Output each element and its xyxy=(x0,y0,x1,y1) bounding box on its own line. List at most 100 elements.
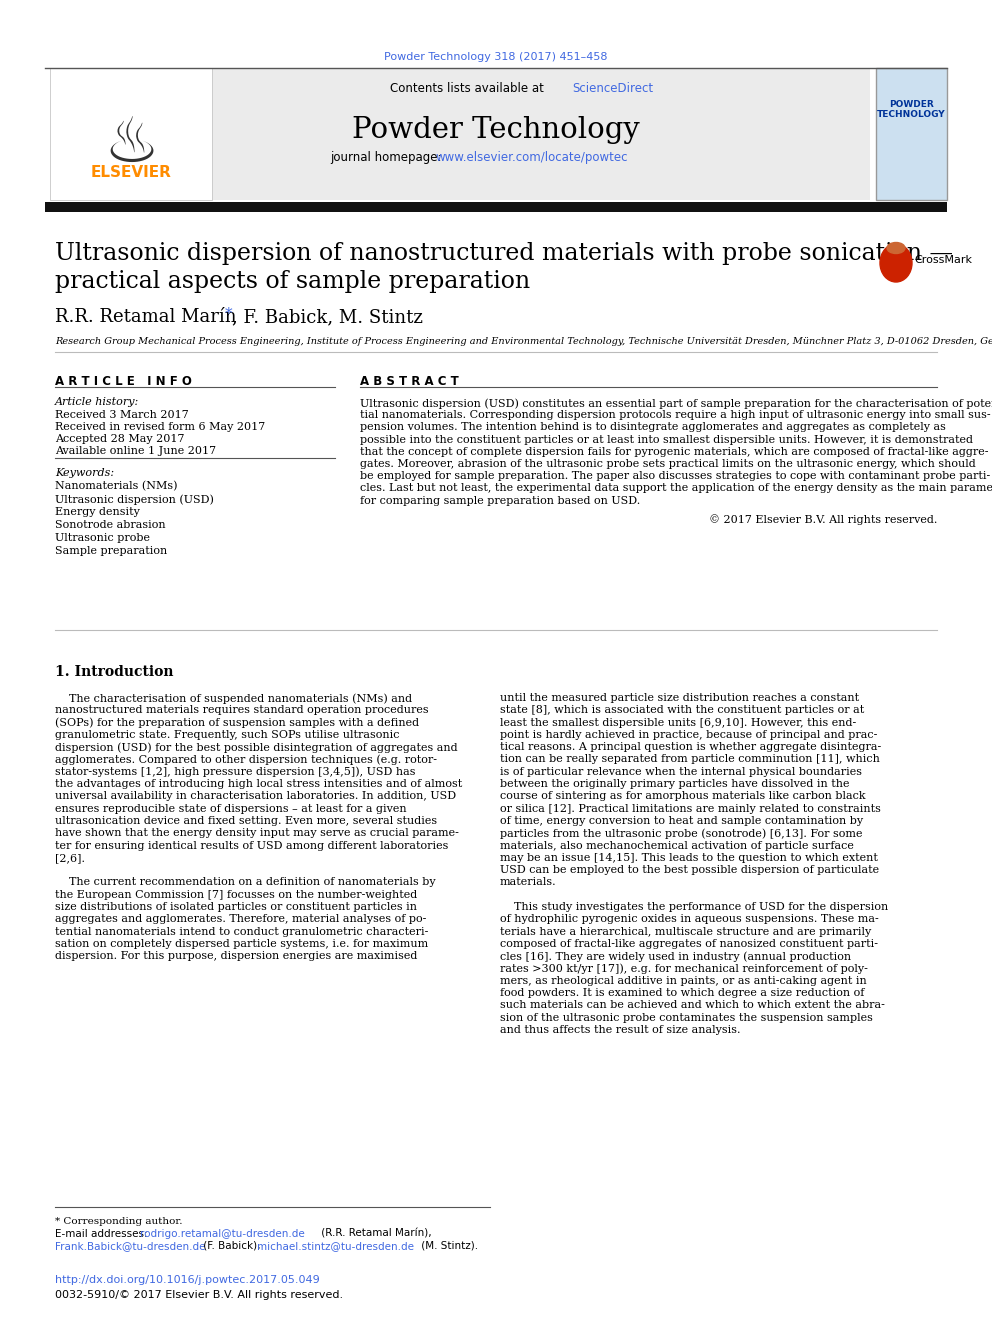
Text: (F. Babick),: (F. Babick), xyxy=(200,1241,264,1252)
Text: agglomerates. Compared to other dispersion techniques (e.g. rotor-: agglomerates. Compared to other dispersi… xyxy=(55,754,437,765)
Text: sation on completely dispersed particle systems, i.e. for maximum: sation on completely dispersed particle … xyxy=(55,939,429,949)
Text: E-mail addresses:: E-mail addresses: xyxy=(55,1229,151,1240)
Text: materials, also mechanochemical activation of particle surface: materials, also mechanochemical activati… xyxy=(500,840,854,851)
Text: pension volumes. The intention behind is to disintegrate agglomerates and aggreg: pension volumes. The intention behind is… xyxy=(360,422,946,433)
Text: tial nanomaterials. Corresponding dispersion protocols require a high input of u: tial nanomaterials. Corresponding disper… xyxy=(360,410,991,421)
Text: for comparing sample preparation based on USD.: for comparing sample preparation based o… xyxy=(360,496,640,505)
Text: possible into the constituent particles or at least into smallest dispersible un: possible into the constituent particles … xyxy=(360,434,973,445)
Ellipse shape xyxy=(887,242,905,254)
Text: *: * xyxy=(225,307,233,321)
Text: Contents lists available at: Contents lists available at xyxy=(390,82,548,95)
Text: CrossMark: CrossMark xyxy=(914,255,972,265)
Text: The current recommendation on a definition of nanomaterials by: The current recommendation on a definiti… xyxy=(55,877,435,888)
Bar xyxy=(45,202,947,212)
Text: [2,6].: [2,6]. xyxy=(55,853,85,863)
Text: ♨: ♨ xyxy=(103,115,159,175)
Text: Available online 1 June 2017: Available online 1 June 2017 xyxy=(55,446,216,456)
Text: (R.R. Retamal Marín),: (R.R. Retamal Marín), xyxy=(318,1229,432,1240)
Text: dispersion (USD) for the best possible disintegration of aggregates and: dispersion (USD) for the best possible d… xyxy=(55,742,457,753)
Text: Article history:: Article history: xyxy=(55,397,139,407)
Text: www.elsevier.com/locate/powtec: www.elsevier.com/locate/powtec xyxy=(435,151,628,164)
Text: such materials can be achieved and which to which extent the abra-: such materials can be achieved and which… xyxy=(500,1000,885,1011)
Text: particles from the ultrasonic probe (sonotrode) [6,13]. For some: particles from the ultrasonic probe (son… xyxy=(500,828,862,839)
Text: that the concept of complete dispersion fails for pyrogenic materials, which are: that the concept of complete dispersion … xyxy=(360,447,988,456)
Text: or silica [12]. Practical limitations are mainly related to constraints: or silica [12]. Practical limitations ar… xyxy=(500,803,881,814)
Text: the European Commission [7] focusses on the number-weighted: the European Commission [7] focusses on … xyxy=(55,890,418,900)
Text: nanostructured materials requires standard operation procedures: nanostructured materials requires standa… xyxy=(55,705,429,716)
Text: size distributions of isolated particles or constituent particles in: size distributions of isolated particles… xyxy=(55,902,417,912)
Text: Received 3 March 2017: Received 3 March 2017 xyxy=(55,410,188,419)
Text: granulometric state. Frequently, such SOPs utilise ultrasonic: granulometric state. Frequently, such SO… xyxy=(55,730,400,740)
Text: A R T I C L E   I N F O: A R T I C L E I N F O xyxy=(55,374,191,388)
Text: rates >300 kt/yr [17]), e.g. for mechanical reinforcement of poly-: rates >300 kt/yr [17]), e.g. for mechani… xyxy=(500,963,868,974)
Text: cles. Last but not least, the experimental data support the application of the e: cles. Last but not least, the experiment… xyxy=(360,483,992,493)
Text: mers, as rheological additive in paints, or as anti-caking agent in: mers, as rheological additive in paints,… xyxy=(500,976,867,986)
Text: dispersion. For this purpose, dispersion energies are maximised: dispersion. For this purpose, dispersion… xyxy=(55,951,418,962)
Text: USD can be employed to the best possible dispersion of particulate: USD can be employed to the best possible… xyxy=(500,865,879,876)
Text: Ultrasonic dispersion (USD): Ultrasonic dispersion (USD) xyxy=(55,493,214,504)
Text: of hydrophilic pyrogenic oxides in aqueous suspensions. These ma-: of hydrophilic pyrogenic oxides in aqueo… xyxy=(500,914,879,925)
Bar xyxy=(50,67,212,200)
Text: Keywords:: Keywords: xyxy=(55,468,114,478)
Text: ensures reproducible state of dispersions – at least for a given: ensures reproducible state of dispersion… xyxy=(55,803,407,814)
Text: cles [16]. They are widely used in industry (annual production: cles [16]. They are widely used in indus… xyxy=(500,951,851,962)
Text: © 2017 Elsevier B.V. All rights reserved.: © 2017 Elsevier B.V. All rights reserved… xyxy=(708,513,937,525)
Text: least the smallest dispersible units [6,9,10]. However, this end-: least the smallest dispersible units [6,… xyxy=(500,717,856,728)
Text: materials.: materials. xyxy=(500,877,557,888)
Text: (M. Stintz).: (M. Stintz). xyxy=(418,1241,478,1252)
Text: and thus affects the result of size analysis.: and thus affects the result of size anal… xyxy=(500,1025,740,1035)
Text: state [8], which is associated with the constituent particles or at: state [8], which is associated with the … xyxy=(500,705,864,716)
Text: ScienceDirect: ScienceDirect xyxy=(572,82,653,95)
Text: aggregates and agglomerates. Therefore, material analyses of po-: aggregates and agglomerates. Therefore, … xyxy=(55,914,427,925)
Text: have shown that the energy density input may serve as crucial parame-: have shown that the energy density input… xyxy=(55,828,459,839)
Text: may be an issue [14,15]. This leads to the question to which extent: may be an issue [14,15]. This leads to t… xyxy=(500,853,878,863)
Text: http://dx.doi.org/10.1016/j.powtec.2017.05.049: http://dx.doi.org/10.1016/j.powtec.2017.… xyxy=(55,1275,319,1285)
Text: A B S T R A C T: A B S T R A C T xyxy=(360,374,458,388)
Text: composed of fractal-like aggregates of nanosized constituent parti-: composed of fractal-like aggregates of n… xyxy=(500,939,878,949)
Text: Research Group Mechanical Process Engineering, Institute of Process Engineering : Research Group Mechanical Process Engine… xyxy=(55,337,992,347)
Text: between the originally primary particles have dissolved in the: between the originally primary particles… xyxy=(500,779,849,789)
Text: rodrigo.retamal@tu-dresden.de: rodrigo.retamal@tu-dresden.de xyxy=(140,1229,305,1240)
Text: terials have a hierarchical, multiscale structure and are primarily: terials have a hierarchical, multiscale … xyxy=(500,926,871,937)
Text: 1. Introduction: 1. Introduction xyxy=(55,665,174,679)
Text: tential nanomaterials intend to conduct granulometric characteri-: tential nanomaterials intend to conduct … xyxy=(55,926,429,937)
Text: 0032-5910/© 2017 Elsevier B.V. All rights reserved.: 0032-5910/© 2017 Elsevier B.V. All right… xyxy=(55,1290,343,1301)
Text: Powder Technology 318 (2017) 451–458: Powder Technology 318 (2017) 451–458 xyxy=(384,52,608,62)
Text: ELSEVIER: ELSEVIER xyxy=(90,165,172,180)
Text: Ultrasonic dispersion (USD) constitutes an essential part of sample preparation : Ultrasonic dispersion (USD) constitutes … xyxy=(360,398,992,409)
Text: POWDER
TECHNOLOGY: POWDER TECHNOLOGY xyxy=(877,101,945,119)
Text: (SOPs) for the preparation of suspension samples with a defined: (SOPs) for the preparation of suspension… xyxy=(55,717,420,728)
Text: Nanomaterials (NMs): Nanomaterials (NMs) xyxy=(55,482,178,491)
Text: Received in revised form 6 May 2017: Received in revised form 6 May 2017 xyxy=(55,422,265,433)
Text: gates. Moreover, abrasion of the ultrasonic probe sets practical limits on the u: gates. Moreover, abrasion of the ultraso… xyxy=(360,459,976,468)
Text: universal availability in characterisation laboratories. In addition, USD: universal availability in characterisati… xyxy=(55,791,456,802)
Text: Ultrasonic probe: Ultrasonic probe xyxy=(55,533,150,542)
Bar xyxy=(210,67,870,200)
Text: tion can be really separated from particle comminution [11], which: tion can be really separated from partic… xyxy=(500,754,880,765)
Text: sion of the ultrasonic probe contaminates the suspension samples: sion of the ultrasonic probe contaminate… xyxy=(500,1013,873,1023)
Text: Sonotrode abrasion: Sonotrode abrasion xyxy=(55,520,166,531)
Text: The characterisation of suspended nanomaterials (NMs) and: The characterisation of suspended nanoma… xyxy=(55,693,412,704)
Text: Powder Technology: Powder Technology xyxy=(352,116,640,144)
Text: Ultrasonic dispersion of nanostructured materials with probe sonication —: Ultrasonic dispersion of nanostructured … xyxy=(55,242,953,265)
Text: , F. Babick, M. Stintz: , F. Babick, M. Stintz xyxy=(232,308,423,325)
Text: michael.stintz@tu-dresden.de: michael.stintz@tu-dresden.de xyxy=(257,1241,414,1252)
Text: R.R. Retamal Marín: R.R. Retamal Marín xyxy=(55,308,242,325)
Text: Energy density: Energy density xyxy=(55,507,140,517)
Text: tical reasons. A principal question is whether aggregate disintegra-: tical reasons. A principal question is w… xyxy=(500,742,881,753)
Text: Frank.Babick@tu-dresden.de: Frank.Babick@tu-dresden.de xyxy=(55,1241,205,1252)
Text: * Corresponding author.: * Corresponding author. xyxy=(55,1217,183,1226)
Text: point is hardly achieved in practice, because of principal and prac-: point is hardly achieved in practice, be… xyxy=(500,730,877,740)
Text: This study investigates the performance of USD for the dispersion: This study investigates the performance … xyxy=(500,902,888,912)
Text: stator-systems [1,2], high pressure dispersion [3,4,5]), USD has: stator-systems [1,2], high pressure disp… xyxy=(55,767,416,778)
Text: ter for ensuring identical results of USD among different laboratories: ter for ensuring identical results of US… xyxy=(55,840,448,851)
Text: is of particular relevance when the internal physical boundaries: is of particular relevance when the inte… xyxy=(500,767,862,777)
Bar xyxy=(876,67,947,200)
Text: Sample preparation: Sample preparation xyxy=(55,546,168,556)
Text: of time, energy conversion to heat and sample contamination by: of time, energy conversion to heat and s… xyxy=(500,816,863,826)
Text: until the measured particle size distribution reaches a constant: until the measured particle size distrib… xyxy=(500,693,859,703)
Text: the advantages of introducing high local stress intensities and of almost: the advantages of introducing high local… xyxy=(55,779,462,789)
Text: Accepted 28 May 2017: Accepted 28 May 2017 xyxy=(55,434,185,445)
Text: course of sintering as for amorphous materials like carbon black: course of sintering as for amorphous mat… xyxy=(500,791,866,802)
Text: practical aspects of sample preparation: practical aspects of sample preparation xyxy=(55,270,530,292)
